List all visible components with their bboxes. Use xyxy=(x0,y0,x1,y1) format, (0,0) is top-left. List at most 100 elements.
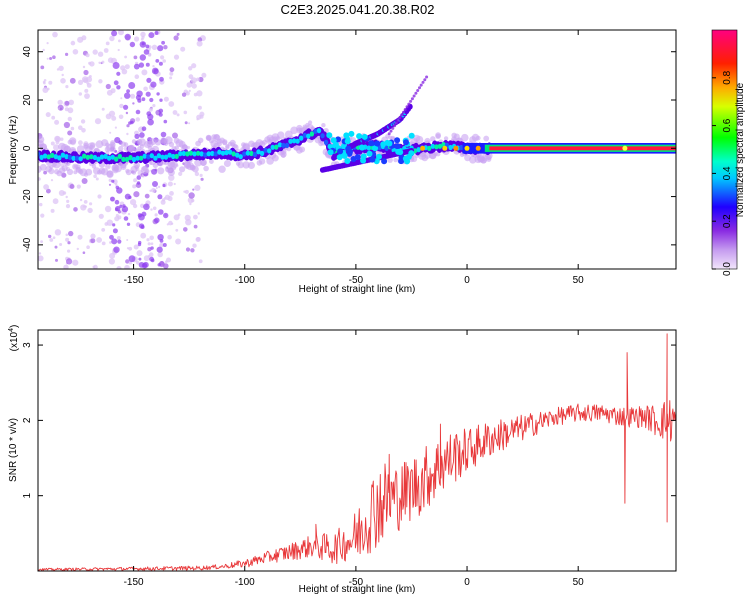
ridge-speck xyxy=(42,153,48,159)
noise-speck xyxy=(86,81,89,85)
halo-speck xyxy=(258,158,266,165)
halo-speck xyxy=(424,152,431,159)
ridge-speck xyxy=(288,138,293,144)
noise-speck xyxy=(151,188,156,193)
ridge-speck xyxy=(235,152,240,158)
noise-speck xyxy=(161,198,166,202)
ridge-speck xyxy=(459,144,464,151)
noise-speck xyxy=(40,213,45,218)
halo-speck xyxy=(233,144,238,149)
halo-speck xyxy=(469,156,477,164)
noise-speck xyxy=(198,259,203,264)
snr-x-label: Height of straight line (km) xyxy=(299,584,416,595)
noise-speck xyxy=(201,72,207,78)
noise-speck xyxy=(43,79,47,82)
colorbar-label: Normalized spectral amplitude xyxy=(735,82,746,217)
noise-speck xyxy=(168,174,175,181)
ridge-speck xyxy=(146,154,151,160)
ridge-speck xyxy=(231,151,236,157)
noise-speck xyxy=(63,264,69,269)
noise-speck xyxy=(133,178,138,183)
halo-speck xyxy=(213,134,220,140)
noise-speck xyxy=(145,62,150,67)
ridge-speck xyxy=(313,128,318,134)
ridge-speck xyxy=(206,151,211,157)
noise-speck xyxy=(140,232,147,239)
noise-speck xyxy=(68,99,74,106)
noise-speck xyxy=(77,234,83,240)
halo-speck xyxy=(87,142,96,150)
blob-speck xyxy=(359,144,366,151)
noise-speck xyxy=(118,30,124,36)
ridge-speck xyxy=(267,148,272,154)
ridge-speck xyxy=(117,153,123,159)
noise-speck xyxy=(148,107,153,112)
spectrogram-axes: -150 -100 -50 0 50 -40 -20 0 20 40 xyxy=(22,30,676,286)
halo-speck xyxy=(133,161,140,169)
noise-speck xyxy=(154,31,159,35)
ridge-speck xyxy=(224,150,229,156)
noise-speck xyxy=(118,114,124,120)
noise-speck xyxy=(151,44,158,50)
blob-speck xyxy=(381,158,388,165)
noise-speck xyxy=(163,119,168,124)
noise-speck xyxy=(101,60,105,64)
noise-speck xyxy=(63,121,70,129)
noise-speck xyxy=(195,237,201,242)
blob-speck xyxy=(345,145,352,152)
halo-speck xyxy=(393,158,398,163)
noise-speck xyxy=(159,76,164,82)
noise-speck xyxy=(188,74,194,80)
noise-speck xyxy=(188,66,193,71)
noise-speck xyxy=(89,75,92,78)
ridge-speck xyxy=(103,153,108,159)
noise-speck xyxy=(66,258,73,265)
noise-speck xyxy=(151,67,159,75)
noise-speck xyxy=(127,212,131,216)
ridge-speck xyxy=(71,155,76,161)
noise-speck xyxy=(133,63,140,70)
blob-speck xyxy=(402,155,409,162)
noise-speck xyxy=(124,64,130,70)
halo-speck xyxy=(38,136,45,144)
carrier-speck xyxy=(622,145,628,151)
noise-speck xyxy=(150,81,157,88)
noise-speck xyxy=(67,107,74,114)
noise-speck xyxy=(124,264,130,269)
noise-speck xyxy=(124,33,131,41)
ridge-speck xyxy=(153,155,158,161)
blob-speck xyxy=(403,139,409,146)
noise-speck xyxy=(96,237,102,243)
noise-speck xyxy=(133,244,139,250)
noise-speck xyxy=(78,140,83,146)
ridge-speck xyxy=(64,154,69,160)
noise-speck xyxy=(112,223,116,227)
noise-speck xyxy=(171,222,174,225)
halo-speck xyxy=(242,161,250,169)
noise-speck xyxy=(190,77,197,84)
noise-speck xyxy=(65,237,70,242)
noise-speck xyxy=(192,243,197,248)
noise-speck xyxy=(148,32,155,39)
ridge-speck xyxy=(167,152,172,158)
noise-speck xyxy=(120,65,126,71)
halo-speck xyxy=(66,168,74,176)
noise-speck xyxy=(83,69,89,76)
ridge-speck xyxy=(156,153,162,159)
halo-speck xyxy=(281,153,286,158)
noise-speck xyxy=(191,83,197,89)
halo-speck xyxy=(483,135,490,142)
noise-speck xyxy=(136,90,143,97)
halo-speck xyxy=(152,162,159,169)
noise-speck xyxy=(143,203,150,211)
noise-speck xyxy=(183,227,188,232)
noise-speck xyxy=(193,92,198,97)
noise-speck xyxy=(109,35,115,42)
noise-speck xyxy=(42,48,45,52)
noise-speck xyxy=(114,199,120,205)
noise-speck xyxy=(154,217,160,224)
noise-speck xyxy=(126,247,130,250)
noise-speck xyxy=(140,31,146,38)
ridge-speck xyxy=(263,147,268,153)
x-tick-label: -100 xyxy=(235,577,255,588)
